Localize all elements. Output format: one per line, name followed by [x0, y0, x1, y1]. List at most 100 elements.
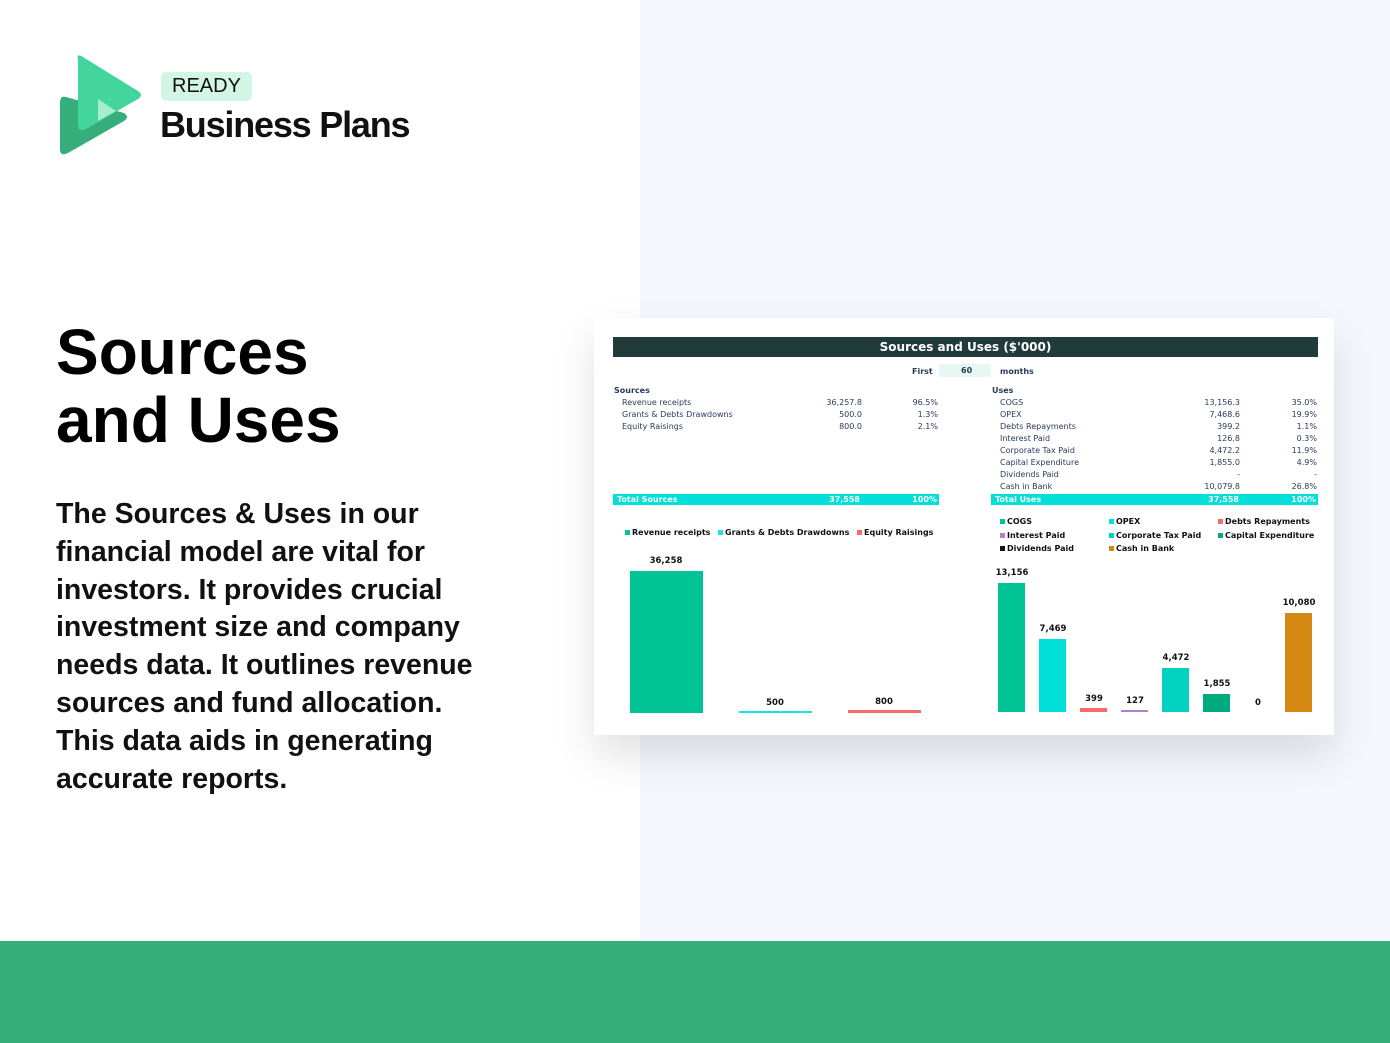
bar-cash-in-bank: [1285, 613, 1312, 712]
legend-item: OPEX: [1109, 517, 1140, 526]
row-pct: 26.8%: [1291, 482, 1317, 491]
data-label: 500: [766, 698, 784, 708]
row-pct: 96.5%: [912, 398, 938, 407]
data-label: 4,472: [1162, 653, 1190, 664]
legend-item: Corporate Tax Paid: [1109, 531, 1201, 540]
period-input[interactable]: 60: [939, 364, 991, 377]
sheet-title: Sources and Uses ($'000): [613, 337, 1318, 357]
sources-heading: Sources: [614, 386, 650, 395]
legend-swatch: [625, 530, 630, 535]
total-uses-row: Total Uses 37,558 100%: [991, 494, 1318, 505]
brand-name: Business Plans: [160, 104, 411, 145]
legend-item: Capital Expenditure: [1218, 531, 1314, 540]
row-value: 800.0: [839, 422, 862, 431]
title-line-2: and Uses: [56, 384, 341, 456]
row-label: OPEX: [1000, 410, 1022, 419]
uses-heading: Uses: [992, 386, 1014, 395]
legend-swatch: [1109, 546, 1114, 551]
legend-swatch: [1000, 546, 1005, 551]
legend-label: Revenue receipts: [632, 528, 711, 537]
data-label: 7,469: [1039, 623, 1067, 634]
row-label: Corporate Tax Paid: [1000, 446, 1075, 455]
page-title: Sources and Uses: [56, 318, 341, 454]
bar-equity-raisings: [848, 709, 921, 713]
data-label: 1,855: [1203, 678, 1231, 689]
legend-swatch: [1109, 519, 1114, 524]
bar-capital-expenditure: [1203, 693, 1230, 712]
total-label: Total Uses: [995, 495, 1042, 504]
row-value: 10,079.8: [1204, 482, 1240, 491]
legend-label: Interest Paid: [1007, 531, 1066, 540]
row-label: Debts Repayments: [1000, 422, 1076, 431]
total-label: Total Sources: [617, 495, 678, 504]
legend-swatch: [1000, 533, 1005, 538]
total-sources-row: Total Sources 37,558 100%: [613, 494, 939, 505]
row-value: 36,257.8: [826, 398, 862, 407]
legend-item: Cash in Bank: [1109, 544, 1174, 553]
title-line-1: Sources: [56, 316, 309, 388]
row-value: 13,156.3: [1204, 398, 1240, 407]
data-label: 127: [1126, 696, 1144, 706]
legend-item: Interest Paid: [1000, 531, 1065, 540]
data-label: 0: [1255, 698, 1261, 708]
row-label: COGS: [1000, 398, 1024, 407]
row-pct: -: [1314, 470, 1317, 479]
bar-debts-repayments: [1080, 708, 1107, 712]
legend-label: Debts Repayments: [1225, 517, 1310, 526]
legend-item: Grants & Debts Drawdowns: [718, 528, 849, 537]
legend-label: Dividends Paid: [1007, 544, 1074, 553]
row-value: -: [1237, 470, 1240, 479]
legend-label: Capital Expenditure: [1225, 531, 1315, 540]
bar-opex: [1039, 638, 1066, 712]
row-value: 4,472.2: [1209, 446, 1240, 455]
footer-band: [0, 941, 1390, 1043]
row-pct: 4.9%: [1296, 458, 1317, 467]
legend-swatch: [1109, 533, 1114, 538]
data-label: 10,080: [1282, 598, 1316, 609]
period-unit: months: [1000, 367, 1034, 376]
row-value: 500.0: [839, 410, 862, 419]
legend-swatch: [1000, 519, 1005, 524]
legend-swatch: [718, 530, 723, 535]
brand-badge: READY: [161, 72, 252, 101]
row-value: 399.2: [1217, 422, 1240, 431]
legend-label: OPEX: [1116, 517, 1141, 526]
legend-item: COGS: [1000, 517, 1032, 526]
total-value: 37,558: [1208, 495, 1239, 504]
row-pct: 1.1%: [1296, 422, 1317, 431]
legend-label: Corporate Tax Paid: [1116, 531, 1202, 540]
total-value: 37,558: [829, 495, 860, 504]
data-label: 36,258: [649, 556, 683, 566]
legend-item: Revenue receipts: [625, 528, 710, 537]
legend-label: Equity Raisings: [864, 528, 934, 537]
row-pct: 11.9%: [1291, 446, 1317, 455]
data-label: 399: [1085, 694, 1103, 705]
row-value: 7,468.6: [1209, 410, 1240, 419]
legend-item: Debts Repayments: [1218, 517, 1310, 526]
legend-item: Equity Raisings: [857, 528, 933, 537]
row-pct: 19.9%: [1291, 410, 1317, 419]
row-pct: 1.3%: [917, 410, 938, 419]
description: The Sources & Uses in our financial mode…: [56, 498, 473, 795]
data-label: 800: [875, 696, 893, 707]
spreadsheet-preview: Sources and Uses ($'000) First 60 months…: [594, 318, 1334, 735]
row-label: Capital Expenditure: [1000, 458, 1079, 467]
bar-interest-paid: [1121, 710, 1148, 712]
legend-swatch: [1218, 519, 1223, 524]
row-label: Dividends Paid: [1000, 470, 1059, 479]
total-pct: 100%: [1291, 495, 1316, 504]
logo-play-icon: [60, 55, 141, 155]
row-label: Grants & Debts Drawdowns: [622, 410, 733, 419]
bar-corporate-tax-paid: [1162, 668, 1189, 712]
data-label: 13,156: [995, 568, 1029, 578]
legend-swatch: [857, 530, 862, 535]
bar-grants-debts-drawdowns: [739, 711, 812, 713]
row-value: 1,855.0: [1209, 458, 1240, 467]
row-label: Interest Paid: [1000, 434, 1051, 443]
legend-item: Dividends Paid: [1000, 544, 1074, 553]
row-label: Cash in Bank: [1000, 482, 1053, 491]
legend-label: Grants & Debts Drawdowns: [725, 528, 850, 537]
row-value: 126.8: [1217, 434, 1240, 443]
period-label: First: [912, 367, 933, 376]
legend-swatch: [1218, 533, 1223, 538]
